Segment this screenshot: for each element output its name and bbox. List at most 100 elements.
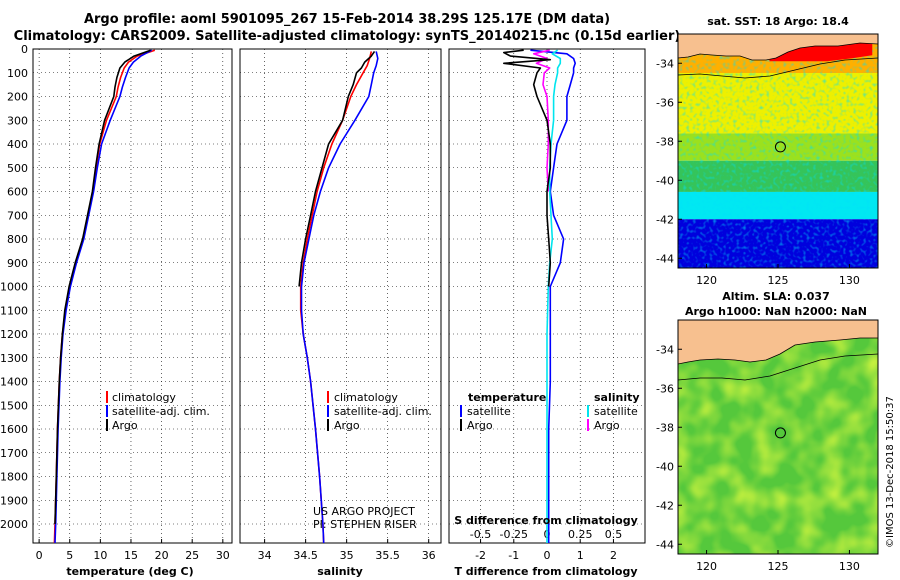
lat-tick-label: -44 (656, 252, 674, 265)
series-line-salinity-sal_argo (532, 49, 551, 192)
sla-map-panel: Altim. SLA: 0.037 Argo h1000: NaN h2000:… (656, 290, 879, 573)
depth-tick-label: 1100 (0, 304, 28, 317)
series-line-satellite (300, 51, 379, 544)
lon-tick-label: 120 (696, 560, 717, 573)
depth-tick-label: 1200 (0, 328, 28, 341)
legend-label-satellite: satellite-adj. clim. (112, 405, 210, 418)
sla-float-marker (774, 427, 786, 439)
salinity-axis-label: salinity (317, 565, 363, 578)
difference-panel: -2 -1 0 1 2 -0.5 -0.25 0 0.25 0.5 T difference f… (448, 48, 646, 578)
sla-land (678, 320, 878, 365)
x-tick-label: 2 (610, 549, 617, 562)
legend-label-t-satellite: satellite (467, 405, 511, 418)
lat-tick-label: -36 (656, 96, 674, 109)
depth-tick-label: 600 (7, 186, 28, 199)
x-tick-label: 35.5 (375, 549, 400, 562)
series-line-argo (54, 49, 151, 525)
legend-label-climatology: climatology (112, 391, 176, 404)
x-tick-label: 5 (66, 549, 73, 562)
sla-map-subtitle: Argo h1000: NaN h2000: NaN (685, 305, 867, 318)
t-difference-tick-labels: -2 -1 0 1 2 (475, 549, 617, 562)
sla-lat-tick-labels: -44 -42 -40 -38 -36 -34 (656, 343, 682, 551)
depth-tick-label: 1700 (0, 447, 28, 460)
depth-tick-label: 1900 (0, 494, 28, 507)
x-tick-label: 1 (577, 549, 584, 562)
depth-tick-label: 900 (7, 257, 28, 270)
temperature-axis-label: temperature (deg C) (66, 565, 193, 578)
legend-label-argo: Argo (112, 419, 138, 432)
temperature-legend: climatology satellite-adj. clim. Argo (106, 391, 210, 432)
depth-tick-labels: 0 100 200 300 400 500 600 700 800 900 1000 1100 1200… (0, 43, 28, 531)
s-diff-tick-label: -0.5 (470, 528, 491, 541)
x-tick-label: -2 (475, 549, 486, 562)
lat-tick-label: -42 (656, 499, 674, 512)
sla-lon-tick-labels: 120 125 130 (696, 550, 860, 573)
lon-tick-label: 130 (839, 560, 860, 573)
imos-timestamp: ©IMOS 13-Dec-2018 15:50:37 (885, 396, 896, 548)
depth-tick-label: 1000 (0, 281, 28, 294)
lat-tick-label: -36 (656, 382, 674, 395)
x-tick-label: 36 (422, 549, 436, 562)
s-diff-tick-label: -0.25 (500, 528, 528, 541)
x-tick-label: 20 (155, 549, 169, 562)
t-difference-axis-label: T difference from climatology (454, 565, 637, 578)
temperature-frame (32, 48, 233, 544)
sla-shelf-contour (678, 353, 878, 381)
lon-tick-label: 120 (696, 274, 717, 287)
legend-label-t-argo: Argo (467, 419, 493, 432)
lon-tick-label: 125 (768, 274, 789, 287)
salinity-legend: climatology satellite-adj. clim. Argo (327, 391, 432, 432)
lat-tick-label: -34 (656, 343, 674, 356)
series-line-argo (298, 50, 376, 287)
salinity-panel: 34 34.5 35 35.5 36 salinity climatology sate… (239, 48, 442, 578)
temperature-panel: 0100200300400500600700800900100011001200… (0, 43, 233, 578)
x-tick-label: -1 (508, 549, 519, 562)
x-tick-label: 34.5 (293, 549, 318, 562)
x-tick-label: 34 (258, 549, 272, 562)
sst-lat-tick-labels: -44 -42 -40 -38 -36 -34 (656, 57, 682, 265)
lat-tick-label: -40 (656, 460, 674, 473)
depth-tick-label: 1300 (0, 352, 28, 365)
depth-tick-label: 100 (7, 67, 28, 80)
depth-tick-label: 400 (7, 138, 28, 151)
sst-map-title: sat. SST: 18 Argo: 18.4 (707, 15, 849, 28)
depth-tick-label: 300 (7, 114, 28, 127)
depth-tick-label: 700 (7, 209, 28, 222)
lon-tick-label: 125 (768, 560, 789, 573)
depth-tick-label: 800 (7, 233, 28, 246)
difference-series (502, 49, 577, 543)
legend-label-satellite: satellite-adj. clim. (334, 405, 432, 418)
lat-tick-label: -44 (656, 538, 674, 551)
temperature-grid (33, 49, 232, 543)
depth-tick-label: 1600 (0, 423, 28, 436)
pi-credit: PI: STEPHEN RISER (313, 518, 417, 531)
series-line-temperature-argo (502, 49, 552, 287)
depth-tick-label: 200 (7, 91, 28, 104)
x-tick-label: 0 (36, 549, 43, 562)
salinity-frame (239, 48, 442, 544)
x-tick-label: 30 (216, 549, 230, 562)
depth-tick-label: 1800 (0, 471, 28, 484)
difference-grid (449, 49, 645, 543)
depth-tick-label: 1500 (0, 399, 28, 412)
lat-tick-label: -38 (656, 135, 674, 148)
legend-title-salinity: salinity (594, 391, 640, 404)
salinity-tick-labels: 34 34.5 35 35.5 36 (258, 549, 436, 562)
series-line-salinity-sal_satellite (546, 49, 562, 543)
x-tick-label: 35 (340, 549, 354, 562)
sla-map-title: Altim. SLA: 0.037 (722, 290, 829, 303)
lat-tick-label: -42 (656, 213, 674, 226)
x-tick-label: 0 (544, 549, 551, 562)
s-diff-tick-label: 0.25 (568, 528, 593, 541)
lon-tick-label: 130 (839, 274, 860, 287)
sst-float-marker (774, 141, 786, 153)
x-tick-label: 15 (124, 549, 138, 562)
legend-label-s-satellite: satellite (594, 405, 638, 418)
legend-label-s-argo: Argo (594, 419, 620, 432)
title-line-1: Argo profile: aoml 5901095_267 15-Feb-20… (84, 12, 610, 27)
title-line-2: Climatology: CARS2009. Satellite-adjuste… (14, 29, 681, 44)
sst-land (678, 34, 878, 61)
difference-legend: temperature salinity satellite Argo sate… (460, 391, 640, 432)
x-tick-label: 25 (185, 549, 199, 562)
